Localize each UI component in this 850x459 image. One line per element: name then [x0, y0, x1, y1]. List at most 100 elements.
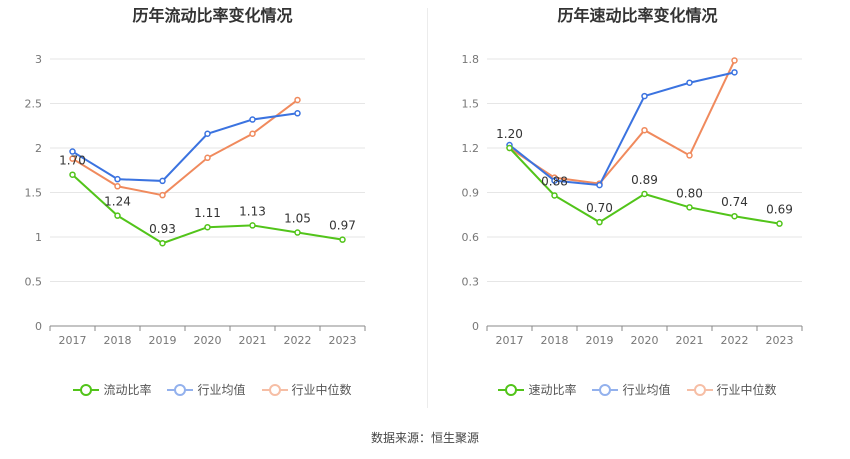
- quick-ratio-panel: 历年速动比率变化情况 0 0.3 0.6 0.9 1.2 1.5 1.8 2017 2018 20…: [425, 0, 850, 420]
- data-point: [731, 212, 738, 220]
- legend-item-quick-ratio[interactable]: 速动比率: [498, 381, 576, 398]
- data-point: [339, 236, 346, 243]
- panel-divider: [427, 8, 428, 408]
- y-tick-label: 0.3: [462, 276, 480, 289]
- legend-item-industry-average[interactable]: 行业均值: [592, 381, 671, 398]
- data-label: 1.24: [104, 195, 131, 209]
- y-tick-label: 0.5: [25, 276, 43, 289]
- data-point: [159, 191, 166, 199]
- data-point: [204, 130, 211, 138]
- legend-item-industry-average[interactable]: 行业均值: [167, 381, 246, 398]
- legend-label: 行业均值: [197, 383, 246, 397]
- y-tick-label: 2.5: [25, 98, 43, 111]
- line-marker-icon: [261, 383, 288, 396]
- current-ratio-chart: 0 0.5 1 1.5 2 2.5 3 2017 2018 2019 2020 2021 2022 202…: [25, 53, 366, 347]
- data-point: [69, 155, 76, 162]
- x-tick-label: 2017: [496, 334, 524, 347]
- x-tick-label: 2021: [239, 334, 267, 347]
- data-point: [114, 212, 121, 219]
- y-tick-label: 0.6: [462, 231, 480, 244]
- quick-ratio-chart: 0 0.3 0.6 0.9 1.2 1.5 1.8 2017 2018 2019 2020 2021 2…: [462, 53, 803, 347]
- line-marker-icon: [167, 383, 194, 396]
- series-line: [508, 71, 735, 187]
- legend-item-current-ratio[interactable]: 流动比率: [73, 381, 151, 398]
- data-point: [506, 144, 513, 152]
- y-tick-label: 1.5: [25, 187, 43, 200]
- data-point: [204, 154, 211, 162]
- data-point: [159, 177, 166, 185]
- x-tick-label: 2023: [329, 334, 357, 347]
- legend-label: 行业中位数: [716, 383, 777, 397]
- x-tick-label: 2021: [676, 334, 704, 347]
- legend-label: 行业均值: [622, 383, 671, 397]
- data-point: [596, 181, 603, 189]
- data-point: [294, 96, 301, 104]
- line-marker-icon: [498, 383, 525, 396]
- data-point: [249, 130, 256, 138]
- current-ratio-panel: 历年流动比率变化情况 0 0.5 1 1.5 2 2.5 3 2017 2018 2019 2020…: [0, 0, 425, 420]
- x-tick-label: 2018: [104, 334, 132, 347]
- y-tick-label: 2: [35, 142, 42, 155]
- data-label: 0.97: [329, 219, 356, 233]
- data-point: [204, 223, 211, 231]
- line-marker-icon: [686, 383, 713, 396]
- data-point: [249, 222, 256, 229]
- data-source: 数据来源：恒生聚源: [370, 431, 479, 445]
- legend-label: 行业中位数: [291, 383, 352, 397]
- y-tick-label: 0.9: [462, 187, 480, 200]
- data-point: [596, 218, 603, 226]
- x-tick-label: 2018: [541, 334, 569, 347]
- data-point: [114, 183, 121, 190]
- data-point: [69, 148, 76, 155]
- x-tick-label: 2022: [721, 334, 749, 347]
- data-point: [551, 177, 558, 184]
- x-tick-label: 2019: [149, 334, 177, 347]
- data-point: [69, 171, 76, 178]
- series-line: [508, 60, 736, 185]
- data-point: [641, 126, 648, 134]
- x-tick-label: 2019: [586, 334, 614, 347]
- data-label: 0.74: [721, 195, 748, 209]
- y-tick-label: 1.5: [462, 98, 480, 111]
- data-point: [551, 192, 558, 199]
- data-point: [686, 204, 693, 211]
- line-marker-icon: [592, 383, 619, 396]
- y-tick-label: 1.2: [462, 142, 480, 155]
- data-point: [294, 229, 301, 236]
- chart-title: 历年流动比率变化情况: [132, 6, 293, 25]
- data-label: 0.80: [676, 186, 703, 200]
- data-label: 0.88: [541, 174, 568, 188]
- data-point: [686, 79, 693, 86]
- data-point: [641, 92, 648, 100]
- data-point: [731, 57, 738, 64]
- data-label: 0.69: [766, 203, 793, 217]
- data-point: [641, 190, 648, 198]
- y-tick-label: 0: [35, 320, 42, 333]
- data-point: [294, 110, 301, 117]
- data-label: 1.70: [59, 154, 86, 168]
- data-label: 0.89: [631, 173, 658, 187]
- legend-label: 速动比率: [528, 383, 577, 397]
- legend-item-industry-median[interactable]: 行业中位数: [261, 381, 352, 398]
- series-line: [71, 112, 298, 182]
- legend-item-industry-median[interactable]: 行业中位数: [686, 381, 777, 398]
- legend-label: 流动比率: [103, 383, 152, 397]
- x-tick-label: 2017: [59, 334, 87, 347]
- y-tick-label: 1: [35, 231, 42, 244]
- data-label: 0.70: [586, 201, 613, 215]
- data-point: [249, 116, 256, 123]
- y-tick-label: 0: [472, 320, 479, 333]
- data-point: [776, 220, 783, 227]
- series-line: [71, 99, 299, 197]
- y-tick-label: 1.8: [462, 53, 480, 66]
- data-point: [731, 69, 738, 76]
- chart-title: 历年速动比率变化情况: [557, 6, 718, 25]
- y-tick-label: 3: [35, 53, 42, 66]
- data-label: 1.13: [239, 204, 266, 218]
- line-marker-icon: [73, 383, 100, 396]
- data-label: 0.93: [149, 222, 176, 236]
- data-point: [686, 152, 693, 159]
- x-tick-label: 2020: [631, 334, 659, 347]
- data-label: 1.20: [496, 127, 523, 141]
- legend: 流动比率 行业均值 行业中位数: [0, 381, 425, 398]
